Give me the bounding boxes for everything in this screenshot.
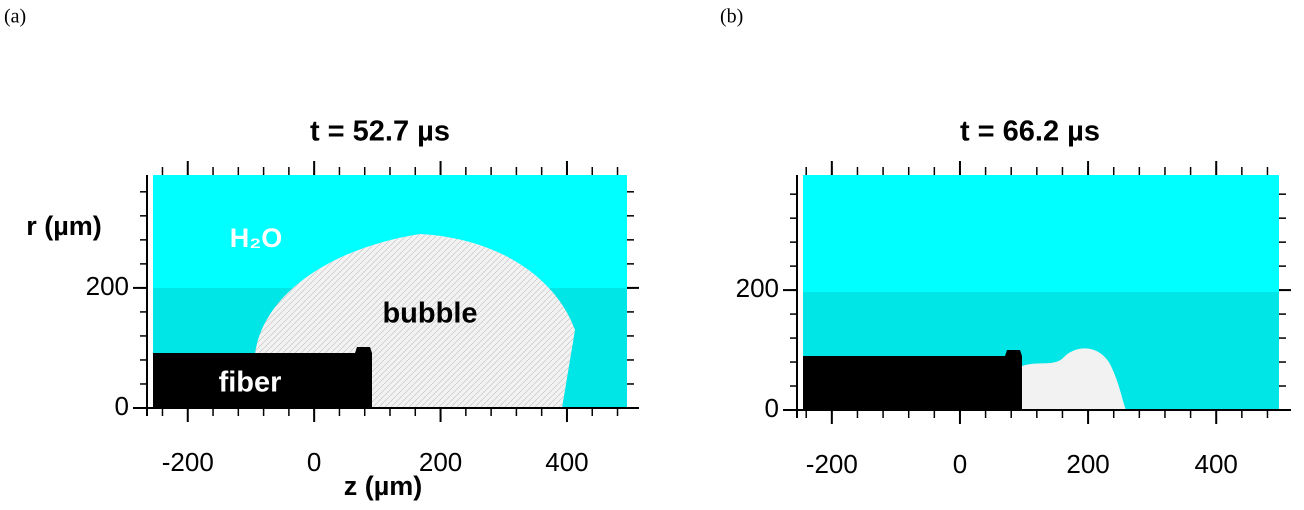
chart-title: t = 66.2 µs [960, 116, 1100, 148]
x-tick-label: 400 [1195, 449, 1238, 479]
x-tick-label: 200 [419, 447, 462, 477]
y-tick-label: 0 [765, 393, 779, 423]
y-tick-label: 0 [115, 391, 129, 421]
x-axis-label: z (µm) [344, 471, 423, 501]
annotation: bubble [382, 298, 477, 330]
bubble-region [1022, 348, 1126, 410]
y-tick-label: 200 [86, 271, 129, 301]
annotation: fiber [219, 367, 282, 399]
x-tick-label: 0 [953, 449, 967, 479]
x-tick-label: 200 [1066, 449, 1109, 479]
fiber-region [153, 347, 372, 408]
chart-title: t = 52.7 µs [310, 116, 450, 148]
y-axis-label: r (µm) [26, 211, 102, 241]
panel-label: (a) [4, 6, 26, 28]
fiber-region [803, 350, 1022, 410]
x-tick-label: -200 [162, 447, 214, 477]
y-tick-label: 200 [736, 273, 779, 303]
panel-b: (b) t = 66.2 µs -200 0 200 400 0 200 [720, 6, 1291, 479]
x-tick-label: 400 [545, 447, 588, 477]
panel-a: (a) t = 52.7 µs r (µm) z (µm) H₂O bubble… [4, 6, 639, 501]
x-tick-label: -200 [806, 449, 858, 479]
panel-label: (b) [720, 6, 743, 28]
bubble-mesh [255, 234, 575, 408]
annotation: H₂O [230, 223, 283, 253]
x-tick-label: 0 [307, 447, 321, 477]
